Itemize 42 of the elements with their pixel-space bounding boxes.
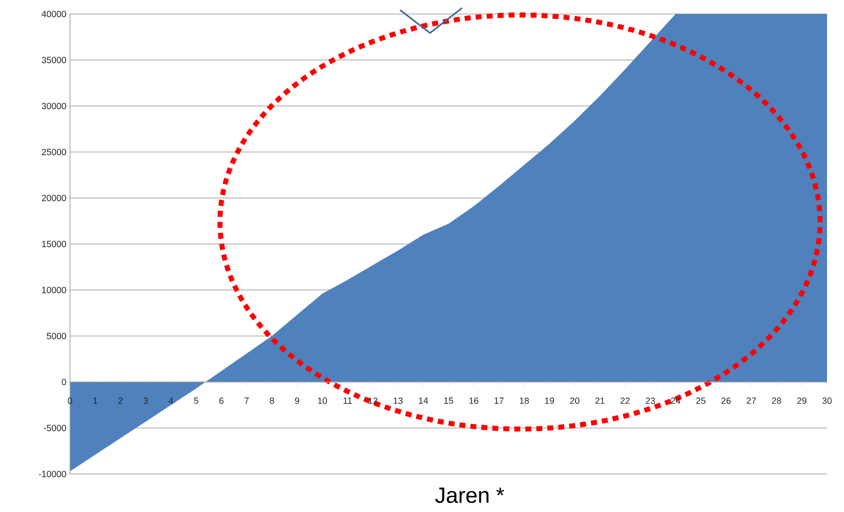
y-tick-label: 25000	[42, 148, 66, 156]
y-tick-label: 30000	[42, 102, 66, 110]
x-tick-label: 2	[118, 398, 123, 404]
y-tick-label: 20000	[42, 194, 66, 202]
y-tick-label: 0	[62, 378, 66, 386]
x-tick-label: 13	[394, 398, 403, 404]
x-tick-label: 18	[520, 398, 529, 404]
y-tick-label: 35000	[42, 56, 66, 64]
x-tick-label: 16	[469, 398, 478, 404]
x-tick-label: 24	[671, 398, 680, 404]
x-tick-label: 3	[144, 398, 148, 404]
x-tick-label: 23	[646, 398, 655, 404]
x-tick-label: 30	[822, 398, 832, 404]
x-tick-label: 21	[595, 398, 604, 404]
x-tick-label: 1	[93, 398, 98, 404]
x-tick-label: 22	[620, 398, 630, 404]
x-tick-label: 11	[344, 398, 352, 404]
x-tick-label: 19	[545, 398, 554, 404]
x-tick-label: 6	[219, 398, 224, 404]
y-tick-label: 40000	[42, 10, 66, 18]
x-tick-label: 26	[722, 398, 731, 404]
x-tick-label: 0	[68, 398, 72, 404]
x-tick-label: 20	[570, 398, 580, 404]
x-tick-label: 7	[244, 398, 249, 404]
y-tick-label: -5000	[44, 424, 66, 432]
x-tick-label: 14	[418, 398, 428, 404]
x-tick-label: 8	[270, 398, 274, 404]
x-axis-title: Jaren *	[435, 488, 504, 504]
x-tick-label: 10	[318, 398, 327, 404]
x-tick-label: 28	[772, 398, 782, 404]
x-tick-label: 25	[696, 398, 706, 404]
x-tick-label: 15	[444, 398, 454, 404]
y-tick-label: 15000	[42, 240, 66, 248]
x-tick-label: 29	[797, 398, 806, 404]
x-tick-label: 27	[746, 398, 756, 404]
y-tick-label: 10000	[42, 286, 66, 294]
x-tick-label: 9	[295, 398, 300, 404]
y-tick-label: 5000	[46, 332, 66, 340]
x-tick-label: 17	[494, 398, 504, 404]
x-tick-label: 4	[168, 398, 174, 404]
y-tick-label: -10000	[38, 470, 66, 478]
x-tick-label: 5	[194, 398, 198, 404]
